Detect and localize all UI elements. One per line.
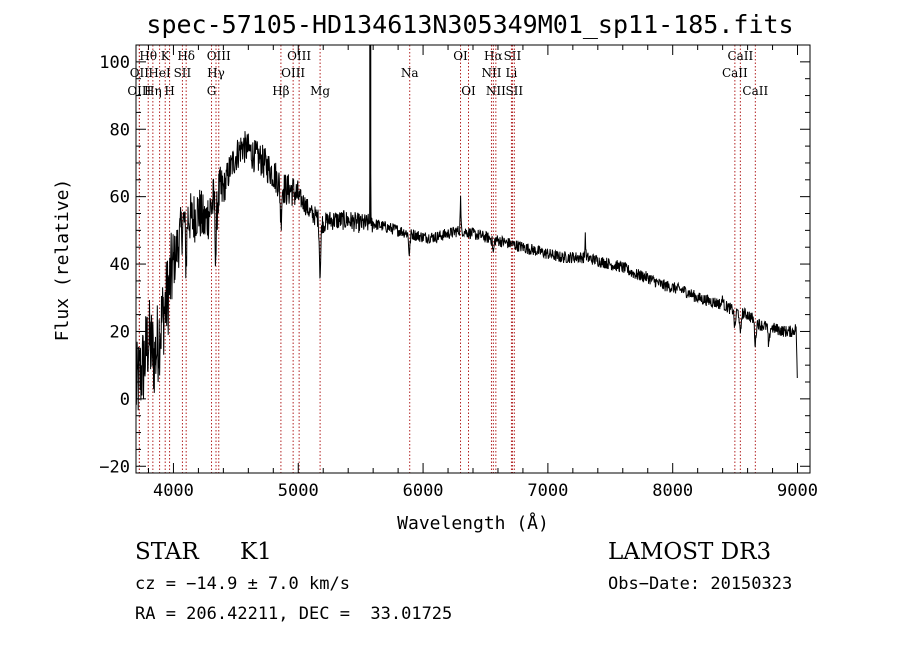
y-axis: −20 0 20 40 60 80 100 [99,53,810,477]
spectral-line-label: Hα [484,49,503,63]
y-tick-label: 40 [110,255,130,275]
spectral-line-label: SII [505,84,523,98]
spectral-line-label: NII [481,66,501,80]
object-subclass: K1 [240,539,272,565]
spectral-line-label: OI [453,49,468,63]
y-tick-label: 80 [110,120,130,140]
observation-date: Obs−Date: 20150323 [608,574,793,594]
plot-frame [135,44,811,474]
x-tick-label: 9000 [777,481,818,501]
spectral-line-label: SII [174,66,192,80]
spectral-line-label: OIII [127,84,151,98]
spectrum-series [135,45,798,411]
y-tick-label: 60 [110,188,130,208]
y-tick-label: 100 [99,53,130,73]
spectral-line-label: Mg [310,84,330,98]
spectral-line-label: OIII [287,49,311,63]
spectral-line-label: HeI [148,66,171,80]
y-axis-label: Flux (relative) [52,179,73,342]
spectral-line-label: OIII [207,49,231,63]
spectral-line-label: G [207,84,217,98]
spectral-line-label: SII [504,49,522,63]
x-tick-label: 6000 [403,481,444,501]
spectral-line-label: Hδ [177,49,195,63]
survey-name: LAMOST DR3 [608,539,772,565]
x-tick-label: 4000 [153,481,194,501]
x-axis-label: Wavelength (Å) [397,512,549,534]
y-tick-label: −20 [99,457,130,477]
y-tick-label: 20 [110,322,130,342]
chart-title: spec-57105-HD134613N305349M01_sp11-185.f… [146,10,793,39]
spectral-line-label: Hγ [207,66,225,80]
x-axis: 4000 5000 6000 7000 8000 9000 [147,45,818,501]
spectral-line-label: CaII [742,84,768,98]
spectral-line-label: OI [461,84,476,98]
spectrum-line [135,131,798,411]
spectral-line-label: CaII [722,66,748,80]
spectral-line-label: Hβ [272,84,289,98]
coordinates: RA = 206.42211, DEC = 33.01725 [135,604,453,624]
x-tick-label: 5000 [278,481,319,501]
spectral-line-label: K [161,49,171,63]
spectral-line-label: Hη [144,84,162,98]
spectral-line-label: H [164,84,174,98]
x-tick-label: 7000 [527,481,568,501]
spectral-line-label: NII [486,84,506,98]
x-tick-label: 8000 [652,481,693,501]
spectral-line-label: Li [506,66,518,80]
spectral-line-label: Hθ [139,49,157,63]
spectral-line-label: OIII [281,66,305,80]
y-tick-label: 0 [120,390,130,410]
spectral-line-label: Na [401,66,419,80]
spectral-line-label: CaII [727,49,753,63]
redshift-velocity: cz = −14.9 ± 7.0 km/s [135,574,350,594]
object-class: STAR [135,539,199,565]
